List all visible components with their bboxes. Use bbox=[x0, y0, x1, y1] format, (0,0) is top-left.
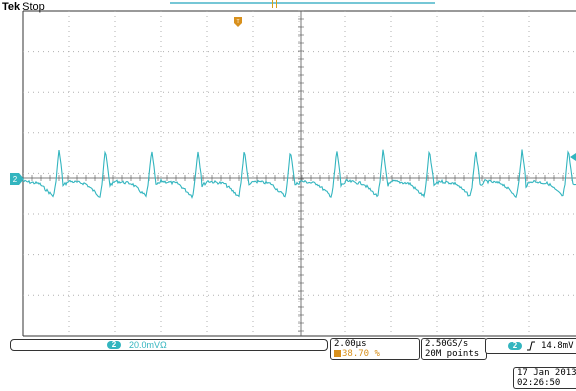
channel-ground-marker-icon[interactable]: 2 bbox=[10, 173, 24, 185]
trigger-readout[interactable]: 2 14.8mV bbox=[485, 338, 576, 354]
trigger-position-icon[interactable]: T bbox=[234, 17, 242, 27]
record-length: 20M points bbox=[425, 349, 480, 359]
channel-badge: 2 bbox=[107, 341, 121, 349]
brand-logo: Tek Stop bbox=[2, 1, 45, 13]
svg-text:T: T bbox=[236, 19, 239, 25]
record-view-window[interactable] bbox=[272, 0, 277, 8]
trigger-level-icon[interactable] bbox=[570, 153, 576, 161]
record-view-bar bbox=[170, 2, 435, 4]
acquisition-readout[interactable]: 2.50GS/s 20M points bbox=[421, 338, 487, 360]
sample-rate: 2.50GS/s bbox=[425, 339, 469, 349]
channel-scale: 20.0mVΩ bbox=[129, 340, 167, 350]
channel-readout[interactable]: 2 20.0mVΩ bbox=[10, 339, 328, 351]
brand-text: Tek bbox=[2, 1, 21, 13]
date-time-readout: 17 Jan 2013 02:26:50 bbox=[513, 367, 576, 389]
trigger-level: 14.8mV bbox=[541, 341, 574, 351]
trigger-source-badge: 2 bbox=[508, 342, 522, 350]
status-bar: Tek Stop bbox=[0, 0, 576, 18]
waveform-display[interactable] bbox=[0, 0, 576, 340]
horizontal-position: 38.70 % bbox=[334, 349, 416, 359]
run-state: Stop bbox=[22, 1, 45, 13]
graticule-grid bbox=[22, 10, 576, 337]
horizontal-scale: 2.00µs bbox=[334, 339, 367, 349]
time: 02:26:50 bbox=[517, 378, 561, 388]
date: 17 Jan 2013 bbox=[517, 368, 576, 378]
rising-edge-icon bbox=[527, 341, 535, 351]
timebase-readout[interactable]: 2.00µs 38.70 % bbox=[330, 338, 420, 360]
svg-text:2: 2 bbox=[13, 175, 18, 184]
bandwidth-icon: Ω bbox=[160, 340, 167, 350]
record-length-icon bbox=[334, 350, 341, 357]
channel-2-trace bbox=[22, 149, 576, 200]
